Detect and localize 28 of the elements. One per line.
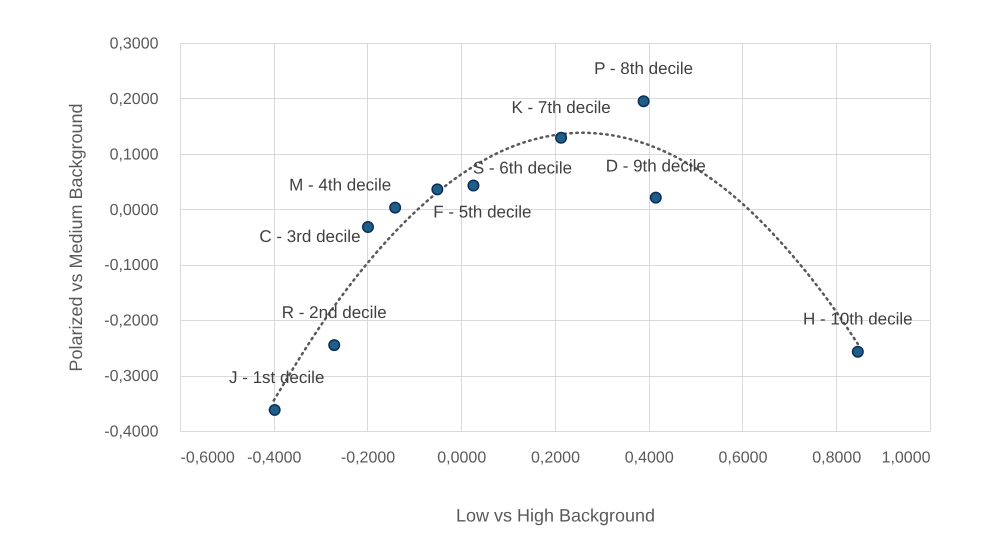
x-tick-label: -0,2000 xyxy=(340,450,396,466)
x-tick-label: -0,6000 xyxy=(180,450,235,466)
y-tick-label: -0,4000 xyxy=(104,424,159,440)
x-axis-title: Low vs High Background xyxy=(456,506,656,526)
x-tick-label: 1,0000 xyxy=(882,450,931,466)
annotation: C - 3rd decile xyxy=(259,227,361,246)
annotation: P - 8th decile xyxy=(594,59,694,78)
annotation: K - 7th decile xyxy=(511,98,611,117)
y-tick-label: 0,0000 xyxy=(110,202,159,219)
y-tick-label: 0,3000 xyxy=(110,36,159,52)
annotation: H - 10th decile xyxy=(803,310,913,329)
y-tick-label: 0,1000 xyxy=(110,146,159,164)
y-axis-title: Polarized vs Medium Background xyxy=(66,103,86,372)
y-tick-label: 0,2000 xyxy=(110,90,159,108)
x-tick-label: -0,4000 xyxy=(247,450,302,466)
x-tick-label: 0,2000 xyxy=(531,450,580,466)
x-tick-label: 0,4000 xyxy=(624,450,674,466)
y-tick-label: -0,1000 xyxy=(104,257,159,274)
annotation: M - 4th decile xyxy=(289,176,392,195)
annotation: F - 5th decile xyxy=(433,202,532,222)
y-tick-label: -0,3000 xyxy=(104,368,159,386)
annotation: S - 6th decile xyxy=(472,158,572,178)
annotation: J - 1st decile xyxy=(228,368,324,387)
x-tick-label: 0,0000 xyxy=(437,450,486,466)
x-tick-label: 0,6000 xyxy=(718,450,768,466)
x-tick-label: 0,8000 xyxy=(812,450,862,466)
annotation: R - 2nd decile xyxy=(282,303,387,322)
y-tick-label: -0,2000 xyxy=(104,312,159,330)
